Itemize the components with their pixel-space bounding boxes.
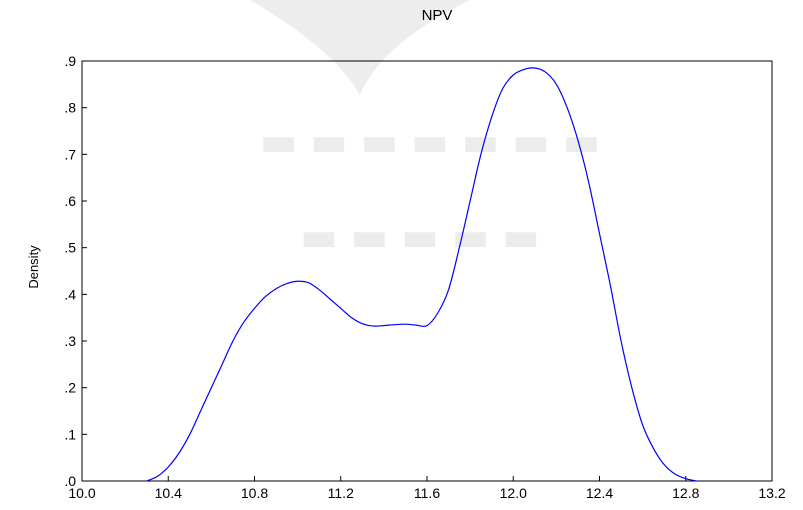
y-axis-label: Density [26,245,41,289]
x-tick-label: 13.2 [758,485,785,501]
x-tick-label: 12.0 [500,485,527,501]
x-tick-label: 12.4 [586,485,613,501]
y-tick-label: .7 [64,146,76,162]
x-tick-label: 11.2 [328,485,354,501]
y-tick-label: .0 [64,473,76,489]
y-tick-label: .4 [64,286,76,302]
y-axis: .0 .1 .2 .3 .4 .5 .6 .7 .8 .9 [64,53,87,489]
svg-text:▬ ▬ ▬ ▬ ▬ ▬ ▬: ▬ ▬ ▬ ▬ ▬ ▬ ▬ [260,119,601,165]
y-tick-label: .2 [64,380,76,396]
watermark-emblem: ▬ ▬ ▬ ▬ ▬ ▬ ▬ ▬ ▬ ▬ ▬ ▬ [250,0,600,260]
svg-text:▬ ▬ ▬ ▬ ▬: ▬ ▬ ▬ ▬ ▬ [300,214,540,260]
y-tick-label: .9 [64,53,76,69]
series-layer [146,67,697,482]
y-tick-label: .8 [64,100,76,116]
x-tick-label: 10.4 [155,485,182,501]
y-tick-label: .3 [64,333,76,349]
x-axis: 10.0 10.4 10.8 11.2 11.6 12.0 12.4 12.8 13.2 [68,476,786,501]
x-tick-label: 11.6 [414,485,440,501]
density-line [146,67,697,482]
chart-title: NPV [422,7,453,24]
x-tick-label: 10.0 [68,485,95,501]
y-tick-label: .1 [64,426,76,442]
y-tick-label: .5 [64,240,76,256]
x-tick-label: 12.8 [672,485,699,501]
x-tick-label: 10.8 [241,485,268,501]
y-tick-label: .6 [64,193,76,209]
